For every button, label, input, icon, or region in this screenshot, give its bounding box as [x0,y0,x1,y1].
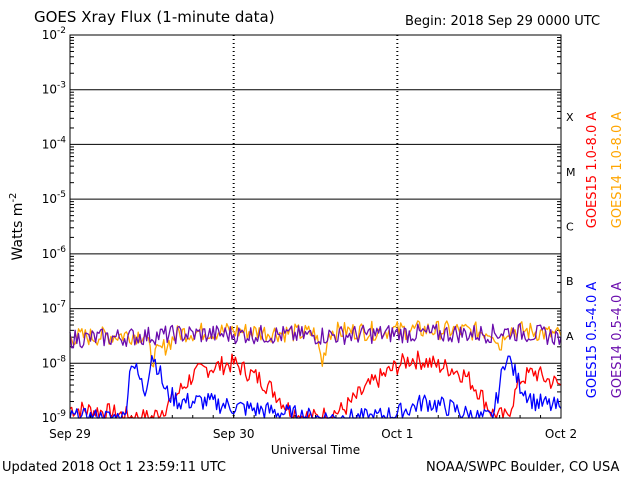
y-tick-label: 10-9 [42,409,67,425]
x-tick-label: Oct 1 [381,427,413,441]
y-tick-label: 10-7 [42,300,66,316]
plot-frame [69,34,562,419]
y-axis-label: Watts m-2 [8,193,26,261]
legend-entry: GOES15 0.5-4.0 A [585,282,600,399]
chart-title: GOES Xray Flux (1-minute data) [34,8,275,26]
y-tick-label: 10-5 [42,190,66,206]
y-tick-label: 10-3 [42,81,66,97]
legend-entry: GOES14 0.5-4.0 A [610,282,625,399]
plot-frame-border [69,34,562,419]
legend-entry: GOES14 1.0-8.0 A [610,112,625,229]
begin-label: Begin: 2018 Sep 29 0000 UTC [405,14,601,29]
series-line [69,350,562,419]
flare-class-label: M [566,166,576,179]
updated-label: Updated 2018 Oct 1 23:59:11 UTC [2,460,226,475]
y-tick-label: 10-8 [42,354,67,370]
series-line [69,322,562,349]
y-tick-label: 10-6 [42,245,67,261]
legend-entry: GOES15 1.0-8.0 A [585,112,600,229]
y-tick-label: 10-4 [42,135,67,151]
x-tick-label: Oct 2 [545,427,577,441]
x-axis-label: Universal Time [271,443,360,457]
y-tick-label: 10-2 [42,26,66,42]
series-line [69,320,562,368]
flare-class-label: A [566,330,574,343]
x-tick-label: Sep 29 [49,427,91,441]
credit-label: NOAA/SWPC Boulder, CO USA [426,460,620,475]
flare-class-label: X [566,111,574,124]
flare-class-label: C [566,221,574,234]
flare-class-label: B [566,275,574,288]
x-tick-label: Sep 30 [213,427,255,441]
